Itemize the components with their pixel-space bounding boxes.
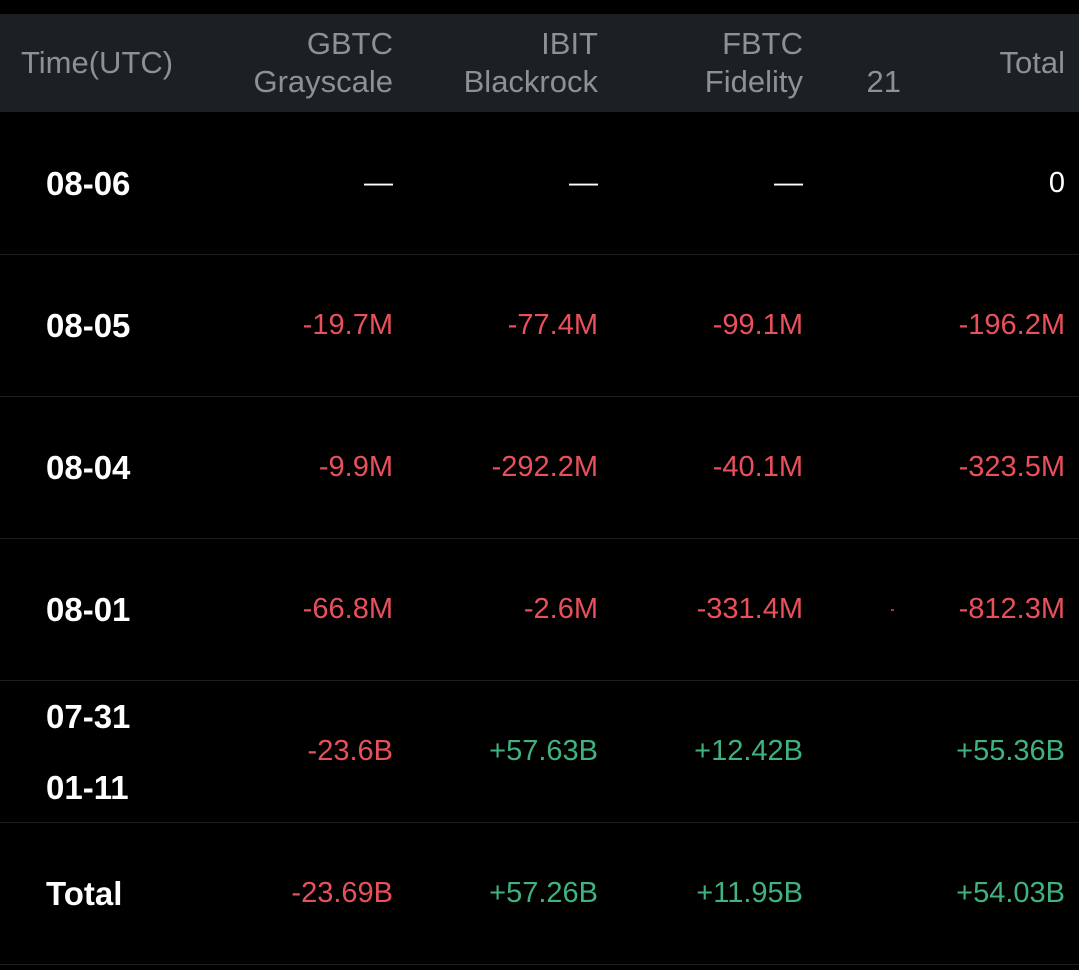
fbtc-value: +11.95B: [696, 877, 803, 909]
row-date-range: 07-31 01-11: [46, 681, 130, 822]
header-time[interactable]: Time(UTC): [21, 14, 173, 112]
table-row[interactable]: 08-04 -9.9M -292.2M -40.1M -323.5M: [0, 397, 1079, 539]
gbtc-value: -9.9M: [318, 451, 393, 483]
fbtc-value: -40.1M: [712, 451, 803, 483]
ibit-value-text: —: [569, 167, 598, 199]
header-gbtc[interactable]: GBTC Grayscale: [253, 14, 393, 112]
row-date-start: 07-31: [46, 697, 131, 735]
ibit-value: -77.4M: [507, 309, 598, 341]
ibit-value: -292.2M: [491, 451, 598, 483]
table-header: [0, 14, 1079, 112]
row-date-end: 01-11: [46, 768, 129, 806]
row-date: 08-05: [46, 255, 130, 396]
header-gbtc-ticker: GBTC: [306, 26, 393, 61]
ibit-value: +57.63B: [489, 735, 598, 767]
ibit-value: +57.26B: [489, 877, 598, 909]
ibit-value: —: [569, 113, 598, 254]
fbtc-value-text: —: [774, 167, 803, 199]
header-ibit[interactable]: IBIT Blackrock: [464, 14, 598, 112]
header-ibit-ticker: IBIT: [541, 26, 598, 61]
row-date-label: 08-04: [46, 448, 131, 486]
gbtc-value: -23.69B: [291, 877, 393, 909]
gbtc-value: -19.7M: [302, 309, 393, 341]
fbtc-value: -99.1M: [712, 309, 803, 341]
header-more-count-label: 21: [866, 64, 901, 99]
fbtc-value: —: [774, 113, 803, 254]
total-value: -323.5M: [958, 451, 1065, 483]
header-total-label: Total: [999, 45, 1065, 80]
total-value: +55.36B: [956, 735, 1065, 767]
table-row-total[interactable]: Total -23.69B +57.26B +11.95B +54.03B: [0, 823, 1079, 965]
status-bar-strip: [0, 0, 1079, 14]
header-time-label: Time(UTC): [21, 45, 174, 80]
fbtc-value: -331.4M: [696, 593, 803, 625]
header-gbtc-name: Grayscale: [253, 64, 393, 99]
gbtc-value-text: —: [364, 167, 393, 199]
header-fbtc-ticker: FBTC: [722, 26, 803, 61]
table-row[interactable]: 08-05 -19.7M -77.4M -99.1M -196.2M: [0, 255, 1079, 397]
header-total[interactable]: Total: [1000, 14, 1065, 112]
header-more-count[interactable]: 21: [867, 14, 901, 112]
row-total-label: Total: [46, 874, 123, 912]
row-date: 08-04: [46, 397, 130, 538]
header-fbtc[interactable]: FBTC Fidelity: [705, 14, 803, 112]
row-date: Total: [46, 823, 122, 964]
total-value: -812.3M: [958, 593, 1065, 625]
total-value: 0: [1049, 113, 1065, 254]
header-ibit-name: Blackrock: [463, 64, 598, 99]
fbtc-value: +12.42B: [694, 735, 803, 767]
row-date: 08-01: [46, 539, 130, 680]
row-date-label: 08-06: [46, 164, 131, 202]
row-date-label: 08-01: [46, 590, 131, 628]
table-row[interactable]: 08-01 -66.8M -2.6M -331.4M -812.3M: [0, 539, 1079, 681]
row-date: 08-06: [46, 113, 130, 254]
ibit-value: -2.6M: [523, 593, 598, 625]
gbtc-value: -66.8M: [302, 593, 393, 625]
total-value-text: 0: [1048, 167, 1065, 199]
gbtc-value: -23.6B: [307, 735, 393, 767]
total-value: +54.03B: [956, 877, 1065, 909]
row-date-label: 08-05: [46, 306, 131, 344]
table-row[interactable]: 07-31 01-11 -23.6B +57.63B +12.42B +55.3…: [0, 681, 1079, 823]
table-row[interactable]: 08-06 — — — 0: [0, 113, 1079, 255]
hidden-column-dot: [891, 609, 894, 611]
total-value: -196.2M: [958, 309, 1065, 341]
gbtc-value: —: [364, 113, 393, 254]
header-fbtc-name: Fidelity: [704, 64, 803, 99]
